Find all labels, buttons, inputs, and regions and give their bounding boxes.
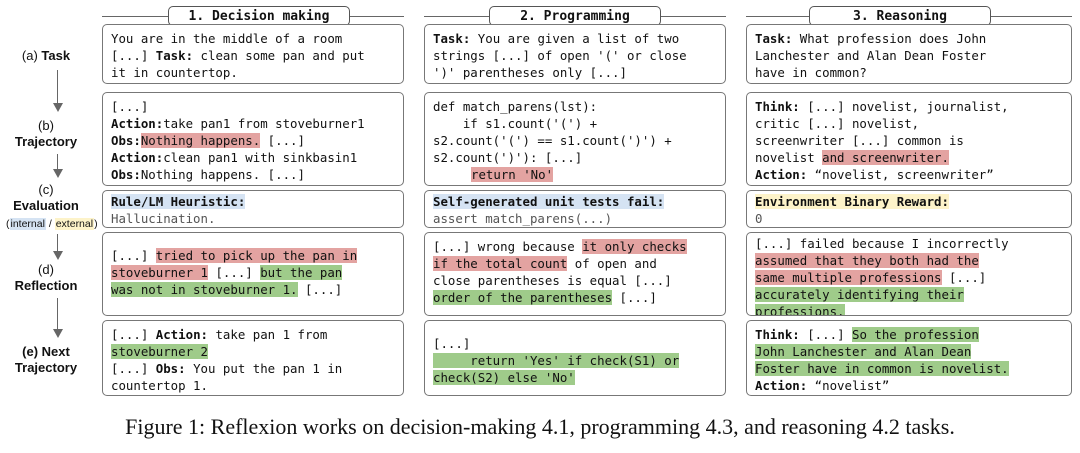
evaluation-title: Self-generated unit tests fail: xyxy=(433,194,665,209)
arrow-task-to-trajectory xyxy=(52,70,63,112)
evaluation-box-programming: Self-generated unit tests fail: assert m… xyxy=(424,190,726,228)
highlight-error: assumed that they both had the xyxy=(755,253,979,268)
row-label-trajectory: (b) Trajectory xyxy=(14,118,78,149)
task-box-decision-making: You are in the middle of a room [...] Ta… xyxy=(102,24,404,84)
column-header-decision-making: 1. Decision making xyxy=(168,6,350,26)
internal-external-legend: (internal / external) xyxy=(6,218,98,230)
highlight-error: Nothing happens. xyxy=(140,133,261,148)
arrow-trajectory-to-evaluation xyxy=(52,154,63,178)
highlight-correction: check(S2) else 'No' xyxy=(433,370,575,385)
highlight-correction: stoveburner 2 xyxy=(111,344,208,359)
internal-legend: internal xyxy=(9,218,46,230)
arrow-reflection-to-next xyxy=(52,298,63,338)
highlight-correction: So the profession xyxy=(851,327,979,342)
next-trajectory-box-decision-making: [...] Action: take pan 1 from stoveburne… xyxy=(102,320,404,396)
row-label-evaluation: (c) Evaluation xyxy=(13,182,79,213)
task-box-reasoning: Task: What profession does John Lanchest… xyxy=(746,24,1072,84)
trajectory-box-reasoning: Think: [...] novelist, journalist, criti… xyxy=(746,92,1072,186)
highlight-error: tried to pick up the pan in xyxy=(155,248,358,263)
reflection-box-reasoning: [...] failed because I incorrectly assum… xyxy=(746,232,1072,316)
evaluation-title: Rule/LM Heuristic: xyxy=(111,194,246,209)
highlight-error: if the total count xyxy=(433,256,568,271)
evaluation-box-decision-making: Rule/LM Heuristic: Hallucination. xyxy=(102,190,404,228)
arrow-evaluation-to-reflection xyxy=(52,234,63,260)
highlight-error: same multiple professions xyxy=(755,270,942,285)
highlight-error: stoveburner 1 xyxy=(111,265,208,280)
highlight-correction: but the pan xyxy=(260,265,343,280)
column-header-reasoning: 3. Reasoning xyxy=(809,6,991,26)
evaluation-box-reasoning: Environment Binary Reward: 0 xyxy=(746,190,1072,228)
highlight-correction: Foster have in common is novelist. xyxy=(755,361,1009,376)
reflection-box-programming: [...] wrong because it only checks if th… xyxy=(424,232,726,316)
highlight-error: and screenwriter. xyxy=(822,150,949,165)
row-label-task: (a) Task xyxy=(21,48,71,63)
next-trajectory-box-reasoning: Think: [...] So the profession John Lanc… xyxy=(746,320,1072,396)
evaluation-title: Environment Binary Reward: xyxy=(755,194,949,209)
highlight-correction: order of the parentheses xyxy=(433,290,613,305)
highlight-correction: return 'Yes' if check(S1) or xyxy=(433,353,680,368)
highlight-error: return 'No' xyxy=(471,167,554,182)
next-trajectory-box-programming: [...] return 'Yes' if check(S1) or check… xyxy=(424,320,726,396)
external-legend: external xyxy=(54,218,95,230)
trajectory-box-programming: def match_parens(lst): if s1.count('(') … xyxy=(424,92,726,186)
highlight-correction: was not in stoveburner 1. xyxy=(111,282,298,297)
reflection-box-decision-making: [...] tried to pick up the pan in stoveb… xyxy=(102,232,404,316)
row-label-next-trajectory: (e) Next Trajectory xyxy=(14,344,78,375)
highlight-correction: John Lanchester and Alan Dean xyxy=(755,344,972,359)
highlight-error: it only checks xyxy=(582,239,687,254)
highlight-correction: accurately identifying their xyxy=(755,287,964,302)
task-box-programming: Task: You are given a list of two string… xyxy=(424,24,726,84)
column-header-programming: 2. Programming xyxy=(489,6,661,26)
row-label-reflection: (d) Reflection xyxy=(14,262,78,293)
figure-caption: Figure 1: Reflexion works on decision-ma… xyxy=(125,414,955,439)
trajectory-box-decision-making: [...] Action:take pan1 from stoveburner1… xyxy=(102,92,404,186)
highlight-correction: professions. xyxy=(755,304,845,315)
